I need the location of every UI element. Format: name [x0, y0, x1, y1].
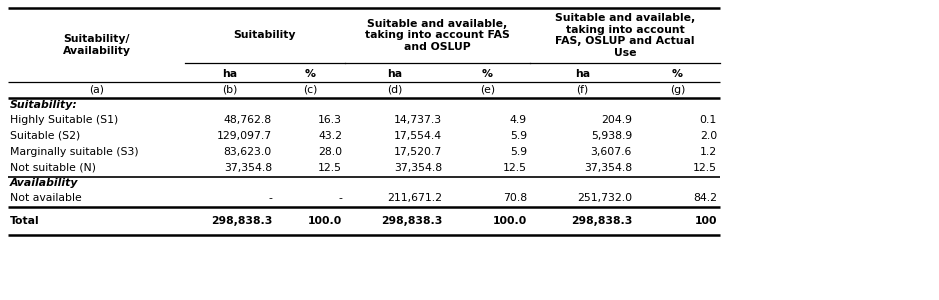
Text: Suitability:: Suitability: — [10, 100, 78, 110]
Text: ha: ha — [223, 69, 238, 79]
Text: 83,623.0: 83,623.0 — [223, 147, 272, 157]
Text: (f): (f) — [577, 85, 589, 95]
Text: 37,354.8: 37,354.8 — [223, 163, 272, 173]
Text: (g): (g) — [670, 85, 685, 95]
Text: (a): (a) — [89, 85, 104, 95]
Text: %: % — [304, 69, 316, 79]
Text: 12.5: 12.5 — [503, 163, 527, 173]
Text: 84.2: 84.2 — [693, 193, 717, 203]
Text: -: - — [269, 193, 272, 203]
Text: Total: Total — [10, 216, 39, 226]
Text: 4.9: 4.9 — [510, 115, 527, 125]
Text: 3,607.6: 3,607.6 — [591, 147, 632, 157]
Text: Availability: Availability — [10, 178, 79, 188]
Text: Suitability/
Availability: Suitability/ Availability — [63, 34, 131, 56]
Text: -: - — [338, 193, 342, 203]
Text: %: % — [672, 69, 683, 79]
Text: 48,762.8: 48,762.8 — [223, 115, 272, 125]
Text: (b): (b) — [223, 85, 238, 95]
Text: (d): (d) — [387, 85, 403, 95]
Text: 100.0: 100.0 — [493, 216, 527, 226]
Text: 100: 100 — [695, 216, 717, 226]
Text: 43.2: 43.2 — [318, 131, 342, 141]
Text: 37,354.8: 37,354.8 — [584, 163, 632, 173]
Text: ha: ha — [575, 69, 590, 79]
Text: 28.0: 28.0 — [318, 147, 342, 157]
Text: Not available: Not available — [10, 193, 82, 203]
Text: Highly Suitable (S1): Highly Suitable (S1) — [10, 115, 118, 125]
Text: 298,838.3: 298,838.3 — [210, 216, 272, 226]
Text: Suitable (S2): Suitable (S2) — [10, 131, 80, 141]
Text: 14,737.3: 14,737.3 — [393, 115, 442, 125]
Text: 298,838.3: 298,838.3 — [571, 216, 632, 226]
Text: 70.8: 70.8 — [503, 193, 527, 203]
Text: 204.9: 204.9 — [601, 115, 632, 125]
Text: Suitability: Suitability — [234, 29, 296, 40]
Text: 17,520.7: 17,520.7 — [393, 147, 442, 157]
Text: Suitable and available,
taking into account
FAS, OSLUP and Actual
Use: Suitable and available, taking into acco… — [555, 13, 695, 58]
Text: 5,938.9: 5,938.9 — [591, 131, 632, 141]
Text: 129,097.7: 129,097.7 — [217, 131, 272, 141]
Text: 0.1: 0.1 — [700, 115, 717, 125]
Text: 12.5: 12.5 — [318, 163, 342, 173]
Text: 2.0: 2.0 — [700, 131, 717, 141]
Text: 37,354.8: 37,354.8 — [393, 163, 442, 173]
Text: (e): (e) — [480, 85, 495, 95]
Text: 1.2: 1.2 — [700, 147, 717, 157]
Text: 100.0: 100.0 — [308, 216, 342, 226]
Text: ha: ha — [388, 69, 403, 79]
Text: 16.3: 16.3 — [318, 115, 342, 125]
Text: (c): (c) — [302, 85, 317, 95]
Text: %: % — [482, 69, 493, 79]
Text: 211,671.2: 211,671.2 — [387, 193, 442, 203]
Text: 298,838.3: 298,838.3 — [380, 216, 442, 226]
Text: Not suitable (N): Not suitable (N) — [10, 163, 96, 173]
Text: 5.9: 5.9 — [510, 147, 527, 157]
Text: Marginally suitable (S3): Marginally suitable (S3) — [10, 147, 139, 157]
Text: Suitable and available,
taking into account FAS
and OSLUP: Suitable and available, taking into acco… — [365, 19, 510, 52]
Text: 17,554.4: 17,554.4 — [393, 131, 442, 141]
Text: 12.5: 12.5 — [693, 163, 717, 173]
Text: 5.9: 5.9 — [510, 131, 527, 141]
Text: 251,732.0: 251,732.0 — [577, 193, 632, 203]
